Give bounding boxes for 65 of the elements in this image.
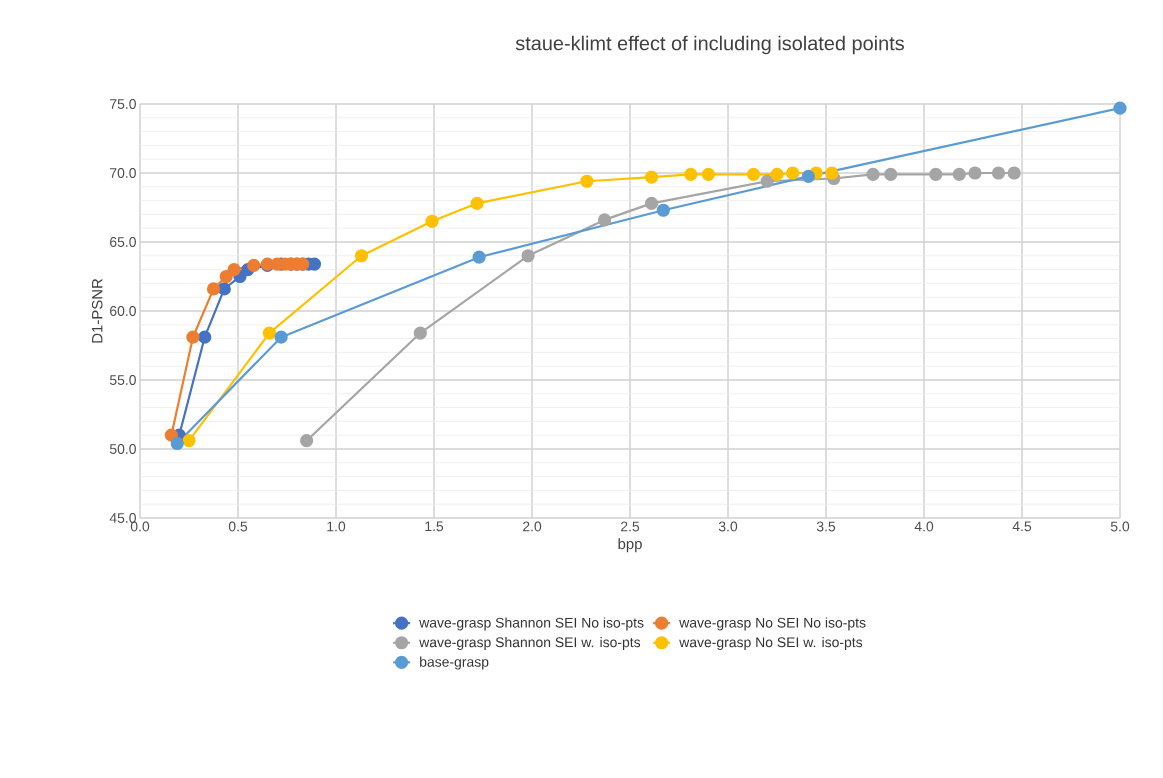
y-tick-label: 45.0 bbox=[109, 513, 136, 523]
point bbox=[968, 166, 982, 180]
x-tick-label: 0.5 bbox=[228, 521, 248, 532]
point bbox=[521, 249, 535, 263]
point bbox=[354, 249, 369, 263]
x-tick-label: 1.0 bbox=[327, 521, 346, 532]
point bbox=[770, 167, 784, 181]
point bbox=[825, 166, 839, 180]
point bbox=[262, 326, 276, 340]
y-tick-label: 55.0 bbox=[109, 375, 136, 385]
point bbox=[952, 167, 966, 181]
point bbox=[413, 326, 427, 340]
point bbox=[1007, 166, 1021, 180]
point bbox=[866, 167, 880, 181]
x-tick-label: 5.0 bbox=[1110, 521, 1130, 532]
y-tick-label: 50.0 bbox=[109, 444, 136, 454]
point bbox=[206, 282, 221, 296]
x-tick-label: 0.0 bbox=[130, 521, 150, 532]
x-tick-label: 4.0 bbox=[914, 521, 934, 532]
point bbox=[300, 434, 314, 448]
x-axis-title: bpp bbox=[618, 538, 642, 553]
point bbox=[580, 174, 594, 188]
point bbox=[884, 167, 898, 181]
point bbox=[991, 166, 1006, 180]
point bbox=[198, 330, 212, 344]
x-tick-label: 3.5 bbox=[816, 521, 836, 532]
legend-label: wave-grasp Shannon SEI w. iso-pts bbox=[419, 636, 641, 650]
x-tick-label: 2.5 bbox=[621, 521, 640, 532]
x-tick-label: 2.0 bbox=[523, 521, 542, 532]
legend-label: wave-grasp No SEI w. iso-pts bbox=[679, 636, 863, 650]
point bbox=[1113, 101, 1127, 115]
point bbox=[597, 213, 612, 227]
point bbox=[656, 203, 670, 217]
point bbox=[217, 282, 231, 296]
point bbox=[470, 196, 484, 210]
point bbox=[227, 262, 241, 277]
x-tick-label: 1.5 bbox=[425, 521, 444, 532]
chart-title: staue-klimt effect of including isolated points bbox=[515, 35, 904, 55]
y-tick-label: 60.0 bbox=[110, 306, 136, 316]
point bbox=[684, 167, 698, 181]
point bbox=[644, 170, 659, 184]
legend-label: wave-grasp Shannon SEI No iso-pts bbox=[419, 617, 644, 631]
point bbox=[274, 330, 288, 344]
point bbox=[701, 167, 716, 181]
legend-label: base-grasp bbox=[420, 656, 489, 670]
x-tick-label: 4.5 bbox=[1012, 521, 1032, 532]
x-tick-label: 3.0 bbox=[718, 521, 738, 532]
point bbox=[219, 269, 233, 284]
y-tick-label: 65.0 bbox=[110, 237, 136, 247]
point bbox=[182, 434, 196, 448]
point bbox=[801, 169, 815, 184]
point bbox=[746, 167, 761, 181]
point bbox=[186, 330, 200, 344]
point bbox=[425, 214, 439, 228]
point bbox=[760, 174, 774, 188]
point bbox=[929, 167, 943, 181]
y-axis-title: D1-PSNR bbox=[91, 278, 103, 343]
y-tick-label: 70.0 bbox=[110, 168, 136, 178]
legend-label: wave-grasp No SEI No iso-pts bbox=[679, 617, 866, 631]
point bbox=[472, 250, 486, 264]
point bbox=[247, 258, 261, 273]
point bbox=[644, 196, 659, 210]
y-tick-label: 75.0 bbox=[110, 99, 136, 109]
point bbox=[786, 166, 800, 180]
point bbox=[170, 436, 184, 451]
